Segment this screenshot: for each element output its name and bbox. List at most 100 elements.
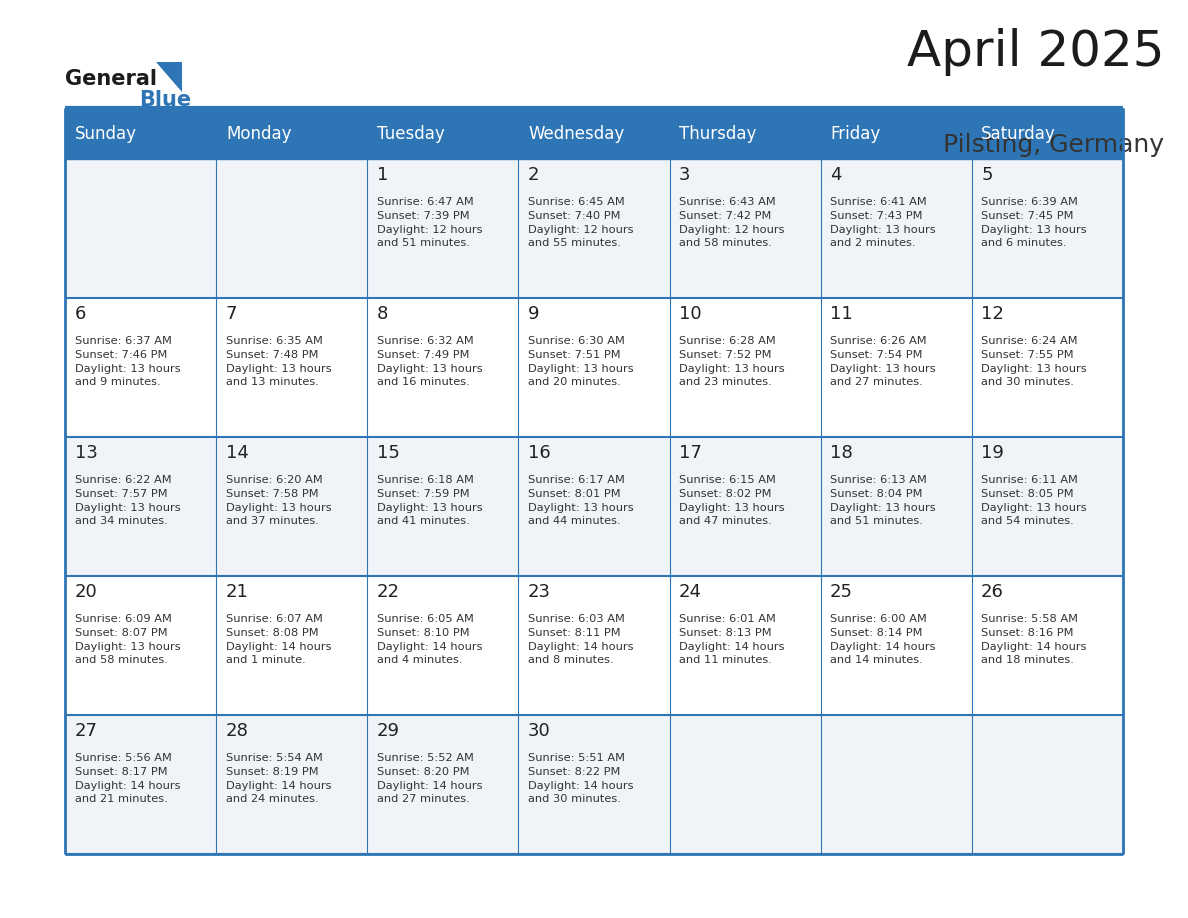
Bar — [518, 108, 670, 159]
Text: Sunrise: 6:00 AM
Sunset: 8:14 PM
Daylight: 14 hours
and 14 minutes.: Sunrise: 6:00 AM Sunset: 8:14 PM Dayligh… — [830, 614, 936, 666]
Bar — [367, 715, 518, 854]
Text: Sunrise: 6:28 AM
Sunset: 7:52 PM
Daylight: 13 hours
and 23 minutes.: Sunrise: 6:28 AM Sunset: 7:52 PM Dayligh… — [680, 336, 784, 387]
Bar — [821, 159, 972, 297]
Text: Sunrise: 6:43 AM
Sunset: 7:42 PM
Daylight: 12 hours
and 58 minutes.: Sunrise: 6:43 AM Sunset: 7:42 PM Dayligh… — [680, 197, 784, 248]
Text: Sunrise: 6:24 AM
Sunset: 7:55 PM
Daylight: 13 hours
and 30 minutes.: Sunrise: 6:24 AM Sunset: 7:55 PM Dayligh… — [981, 336, 1087, 387]
Bar — [65, 437, 216, 576]
Text: 21: 21 — [226, 583, 248, 601]
Text: Sunrise: 6:20 AM
Sunset: 7:58 PM
Daylight: 13 hours
and 37 minutes.: Sunrise: 6:20 AM Sunset: 7:58 PM Dayligh… — [226, 476, 331, 526]
Bar — [972, 576, 1123, 715]
Bar — [821, 297, 972, 437]
Text: Thursday: Thursday — [680, 125, 757, 142]
Bar — [972, 297, 1123, 437]
Text: Tuesday: Tuesday — [377, 125, 444, 142]
Bar — [216, 108, 367, 159]
Text: Sunrise: 6:03 AM
Sunset: 8:11 PM
Daylight: 14 hours
and 8 minutes.: Sunrise: 6:03 AM Sunset: 8:11 PM Dayligh… — [527, 614, 633, 666]
Bar — [518, 159, 670, 297]
Text: Sunrise: 5:52 AM
Sunset: 8:20 PM
Daylight: 14 hours
and 27 minutes.: Sunrise: 5:52 AM Sunset: 8:20 PM Dayligh… — [377, 754, 482, 804]
Text: Sunrise: 5:58 AM
Sunset: 8:16 PM
Daylight: 14 hours
and 18 minutes.: Sunrise: 5:58 AM Sunset: 8:16 PM Dayligh… — [981, 614, 1087, 666]
Text: Sunrise: 6:45 AM
Sunset: 7:40 PM
Daylight: 12 hours
and 55 minutes.: Sunrise: 6:45 AM Sunset: 7:40 PM Dayligh… — [527, 197, 633, 248]
Text: Pilsting, Germany: Pilsting, Germany — [943, 133, 1164, 157]
Text: Sunrise: 6:11 AM
Sunset: 8:05 PM
Daylight: 13 hours
and 54 minutes.: Sunrise: 6:11 AM Sunset: 8:05 PM Dayligh… — [981, 476, 1087, 526]
Bar — [216, 437, 367, 576]
Text: 25: 25 — [830, 583, 853, 601]
Text: 15: 15 — [377, 444, 400, 462]
Bar — [972, 715, 1123, 854]
Text: Sunrise: 6:41 AM
Sunset: 7:43 PM
Daylight: 13 hours
and 2 minutes.: Sunrise: 6:41 AM Sunset: 7:43 PM Dayligh… — [830, 197, 936, 248]
Bar — [670, 159, 821, 297]
Text: 14: 14 — [226, 444, 248, 462]
Text: 23: 23 — [527, 583, 551, 601]
Text: Sunrise: 6:09 AM
Sunset: 8:07 PM
Daylight: 13 hours
and 58 minutes.: Sunrise: 6:09 AM Sunset: 8:07 PM Dayligh… — [75, 614, 181, 666]
Text: 7: 7 — [226, 305, 238, 323]
Text: 12: 12 — [981, 305, 1004, 323]
Bar — [518, 576, 670, 715]
Text: Wednesday: Wednesday — [527, 125, 624, 142]
Text: General: General — [65, 69, 157, 89]
Text: Sunrise: 6:22 AM
Sunset: 7:57 PM
Daylight: 13 hours
and 34 minutes.: Sunrise: 6:22 AM Sunset: 7:57 PM Dayligh… — [75, 476, 181, 526]
Text: April 2025: April 2025 — [906, 28, 1164, 75]
Text: Sunrise: 6:30 AM
Sunset: 7:51 PM
Daylight: 13 hours
and 20 minutes.: Sunrise: 6:30 AM Sunset: 7:51 PM Dayligh… — [527, 336, 633, 387]
Bar — [216, 159, 367, 297]
Bar — [65, 108, 216, 159]
Bar — [821, 715, 972, 854]
Bar — [670, 108, 821, 159]
Bar — [518, 297, 670, 437]
Text: 30: 30 — [527, 722, 551, 740]
Text: 4: 4 — [830, 166, 841, 185]
Text: 13: 13 — [75, 444, 97, 462]
Text: Sunrise: 5:54 AM
Sunset: 8:19 PM
Daylight: 14 hours
and 24 minutes.: Sunrise: 5:54 AM Sunset: 8:19 PM Dayligh… — [226, 754, 331, 804]
Bar — [670, 297, 821, 437]
Text: 11: 11 — [830, 305, 853, 323]
Text: 5: 5 — [981, 166, 993, 185]
Bar — [367, 437, 518, 576]
Bar — [972, 159, 1123, 297]
Text: 18: 18 — [830, 444, 853, 462]
Text: 6: 6 — [75, 305, 87, 323]
Bar — [367, 108, 518, 159]
Text: Sunrise: 6:15 AM
Sunset: 8:02 PM
Daylight: 13 hours
and 47 minutes.: Sunrise: 6:15 AM Sunset: 8:02 PM Dayligh… — [680, 476, 784, 526]
Text: 2: 2 — [527, 166, 539, 185]
Text: 20: 20 — [75, 583, 97, 601]
Text: Sunrise: 6:07 AM
Sunset: 8:08 PM
Daylight: 14 hours
and 1 minute.: Sunrise: 6:07 AM Sunset: 8:08 PM Dayligh… — [226, 614, 331, 666]
Bar — [821, 437, 972, 576]
Bar — [65, 297, 216, 437]
Text: 1: 1 — [377, 166, 388, 185]
Bar — [670, 576, 821, 715]
Bar — [518, 715, 670, 854]
Text: 9: 9 — [527, 305, 539, 323]
Text: Sunrise: 6:39 AM
Sunset: 7:45 PM
Daylight: 13 hours
and 6 minutes.: Sunrise: 6:39 AM Sunset: 7:45 PM Dayligh… — [981, 197, 1087, 248]
Text: 22: 22 — [377, 583, 400, 601]
Text: Sunrise: 6:01 AM
Sunset: 8:13 PM
Daylight: 14 hours
and 11 minutes.: Sunrise: 6:01 AM Sunset: 8:13 PM Dayligh… — [680, 614, 784, 666]
Text: Sunrise: 6:32 AM
Sunset: 7:49 PM
Daylight: 13 hours
and 16 minutes.: Sunrise: 6:32 AM Sunset: 7:49 PM Dayligh… — [377, 336, 482, 387]
Bar — [367, 297, 518, 437]
Text: 28: 28 — [226, 722, 248, 740]
Text: Sunrise: 6:05 AM
Sunset: 8:10 PM
Daylight: 14 hours
and 4 minutes.: Sunrise: 6:05 AM Sunset: 8:10 PM Dayligh… — [377, 614, 482, 666]
Bar — [367, 159, 518, 297]
Text: Sunday: Sunday — [75, 125, 137, 142]
Text: Sunrise: 6:26 AM
Sunset: 7:54 PM
Daylight: 13 hours
and 27 minutes.: Sunrise: 6:26 AM Sunset: 7:54 PM Dayligh… — [830, 336, 936, 387]
Bar — [821, 108, 972, 159]
Text: Sunrise: 5:51 AM
Sunset: 8:22 PM
Daylight: 14 hours
and 30 minutes.: Sunrise: 5:51 AM Sunset: 8:22 PM Dayligh… — [527, 754, 633, 804]
Bar — [670, 715, 821, 854]
Bar — [65, 576, 216, 715]
Text: 19: 19 — [981, 444, 1004, 462]
Polygon shape — [156, 62, 182, 92]
Text: 27: 27 — [75, 722, 97, 740]
Text: 16: 16 — [527, 444, 551, 462]
Bar — [972, 437, 1123, 576]
Bar — [367, 576, 518, 715]
Text: Blue: Blue — [139, 90, 191, 110]
Text: Sunrise: 6:17 AM
Sunset: 8:01 PM
Daylight: 13 hours
and 44 minutes.: Sunrise: 6:17 AM Sunset: 8:01 PM Dayligh… — [527, 476, 633, 526]
Bar — [216, 576, 367, 715]
Text: 3: 3 — [680, 166, 690, 185]
Text: Sunrise: 6:18 AM
Sunset: 7:59 PM
Daylight: 13 hours
and 41 minutes.: Sunrise: 6:18 AM Sunset: 7:59 PM Dayligh… — [377, 476, 482, 526]
Text: 29: 29 — [377, 722, 400, 740]
Bar — [216, 297, 367, 437]
Bar — [972, 108, 1123, 159]
Bar — [670, 437, 821, 576]
Text: 24: 24 — [680, 583, 702, 601]
Bar — [821, 576, 972, 715]
Text: 26: 26 — [981, 583, 1004, 601]
Text: Saturday: Saturday — [981, 125, 1056, 142]
